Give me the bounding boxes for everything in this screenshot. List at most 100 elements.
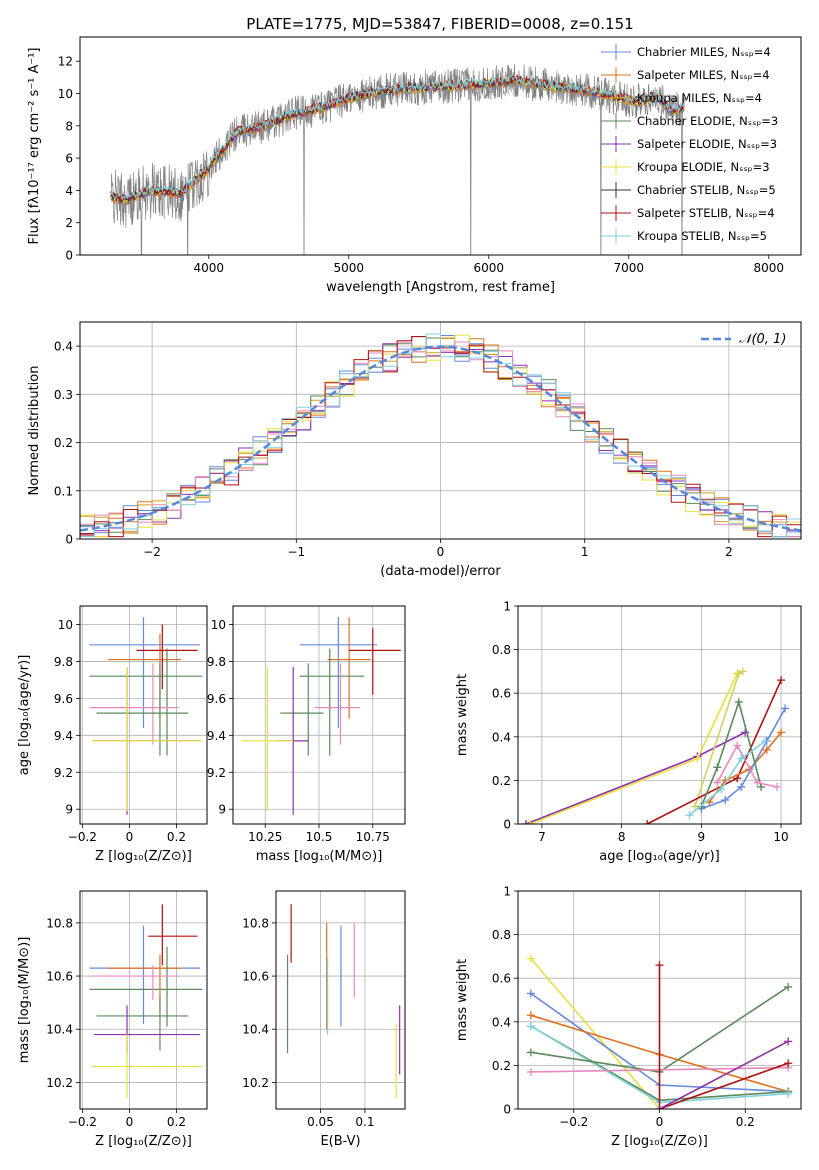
legend-entry: Chabrier STELIB, Nₛₛₚ=5 [637, 183, 776, 197]
residual-hist-plot-area [80, 333, 801, 538]
x-tick-label: 10.75 [356, 830, 390, 844]
x-axis-label: Z [log₁₀(Z/Z⊙)] [611, 1134, 708, 1149]
plus-marker [721, 796, 730, 805]
x-axis-label: wavelength [Angstrom, rest frame] [326, 280, 555, 295]
x-tick-label: 1 [581, 545, 589, 559]
weight-line [716, 743, 778, 788]
x-tick-label: −0.2 [559, 1115, 588, 1129]
axes-frame [79, 605, 208, 825]
plus-marker [777, 728, 786, 737]
y-tick-label: 10.2 [46, 1076, 73, 1090]
y-tick-label: 10.6 [46, 970, 73, 984]
y-tick-label: 0.1 [54, 484, 73, 498]
y-tick-label: 9.4 [54, 729, 73, 743]
y-tick-label: 9 [218, 803, 226, 817]
legend-entry: 𝒩(0, 1) [739, 332, 786, 347]
plus-marker [762, 745, 771, 754]
y-tick-label: 0.2 [54, 436, 73, 450]
x-axis-label: age [log₁₀(age/yr)] [599, 849, 720, 864]
y-tick-label: 9.8 [54, 655, 73, 669]
y-tick-label: 1 [503, 600, 511, 614]
y-tick-label: 0.8 [492, 643, 511, 657]
model-line [110, 75, 685, 200]
age-vs-z-panel: −0.2 0 0.2 9 9.2 9.4 9.6 9.8 10 Z [log₁₀(Z/Z⊙)] ag… [17, 605, 208, 864]
legend-entry: Salpeter STELIB, Nₛₛₚ=4 [637, 206, 775, 220]
x-tick-label: 0 [437, 545, 445, 559]
y-tick-label: 0.2 [492, 1059, 511, 1073]
x-tick-label: 10.5 [306, 830, 333, 844]
plus-marker [526, 1022, 535, 1031]
y-tick-label: 10.4 [242, 1023, 269, 1037]
plus-marker [753, 778, 762, 787]
plus-marker [738, 667, 747, 676]
plus-marker [757, 782, 766, 791]
plus-marker [655, 961, 664, 970]
legend-entry: Salpeter MILES, Nₛₛₚ=4 [637, 68, 770, 82]
x-axis-label: Z [log₁₀(Z/Z⊙)] [95, 849, 192, 864]
plus-marker [526, 1011, 535, 1020]
plus-marker [773, 782, 782, 791]
plus-marker [713, 763, 722, 772]
y-tick-label: 9 [65, 803, 73, 817]
y-tick-label: 0.8 [492, 928, 511, 942]
axes-frame [232, 605, 406, 825]
plus-marker [525, 820, 534, 824]
axes-frame [79, 890, 208, 1110]
y-tick-label: 0.4 [492, 1015, 511, 1029]
x-tick-label: 8000 [754, 261, 785, 275]
x-tick-label: 0.05 [307, 1115, 334, 1129]
y-tick-label: 12 [58, 55, 73, 69]
x-tick-label: 6000 [474, 261, 505, 275]
weight-line [694, 670, 744, 807]
x-tick-label: 10.25 [248, 830, 282, 844]
y-tick-label: 10 [58, 87, 73, 101]
weight-vs-z-panel: −0.2 0 0.2 0 0.2 0.4 0.6 0.8 1 Z [log₁₀(Z/Z⊙)] mas… [455, 885, 802, 1149]
x-tick-label: 0 [656, 1115, 664, 1129]
x-tick-label: 0.2 [736, 1115, 755, 1129]
observed-spectrum [110, 64, 685, 255]
mass-vs-z-plot-area [89, 904, 203, 1099]
y-tick-label: 1 [503, 885, 511, 899]
legend-entry: Kroupa MILES, Nₛₛₚ=4 [637, 91, 762, 105]
y-tick-label: 4 [65, 184, 73, 198]
plus-marker [734, 697, 743, 706]
plus-marker [655, 1105, 664, 1109]
x-tick-label: 7 [538, 830, 546, 844]
y-tick-label: 0.2 [492, 774, 511, 788]
x-tick-label: −0.2 [68, 830, 97, 844]
y-axis-label: age [log₁₀(age/yr)] [17, 655, 32, 776]
y-tick-label: 0.4 [492, 730, 511, 744]
y-tick-label: 8 [65, 119, 73, 133]
plus-marker [741, 728, 750, 737]
plus-marker [643, 820, 652, 824]
plus-marker [526, 1067, 535, 1076]
spectrum-plot-area [110, 64, 685, 255]
y-tick-label: 0 [503, 818, 511, 832]
x-tick-label: 0.2 [167, 830, 186, 844]
mass-vs-ebv-panel: 0.05 0.1 10.2 10.4 10.6 10.8 E(B-V) [242, 890, 406, 1149]
y-axis-label: Normed distribution [27, 366, 42, 496]
axes-frame [79, 321, 802, 540]
plus-marker [521, 820, 530, 824]
x-tick-label: 4000 [194, 261, 225, 275]
residual-hist-panel: −2 −1 0 1 2 0 0.1 0.2 0.3 0.4 (data-model)/error No… [27, 321, 802, 579]
weight-vs-age-panel: 7 8 9 10 0 0.2 0.4 0.6 0.8 1 age [log₁₀(age/yr)] ma… [455, 600, 802, 864]
legend-entry: Kroupa STELIB, Nₛₛₚ=5 [637, 229, 767, 243]
age-vs-z-plot-area [89, 617, 203, 815]
weight-line [658, 965, 789, 1109]
normal-curve [80, 345, 801, 532]
y-tick-label: 9.2 [207, 766, 226, 780]
x-tick-label: 5000 [334, 261, 365, 275]
plus-marker [693, 754, 702, 763]
plus-marker [526, 989, 535, 998]
y-tick-label: 0.4 [54, 340, 73, 354]
x-tick-label: −0.2 [68, 1115, 97, 1129]
x-tick-label: −2 [143, 545, 161, 559]
x-tick-label: 0.2 [167, 1115, 186, 1129]
plus-marker [784, 1089, 793, 1098]
plus-marker [784, 982, 793, 991]
y-tick-label: 9.6 [207, 692, 226, 706]
axes-frame [517, 605, 802, 825]
plus-marker [717, 785, 726, 794]
